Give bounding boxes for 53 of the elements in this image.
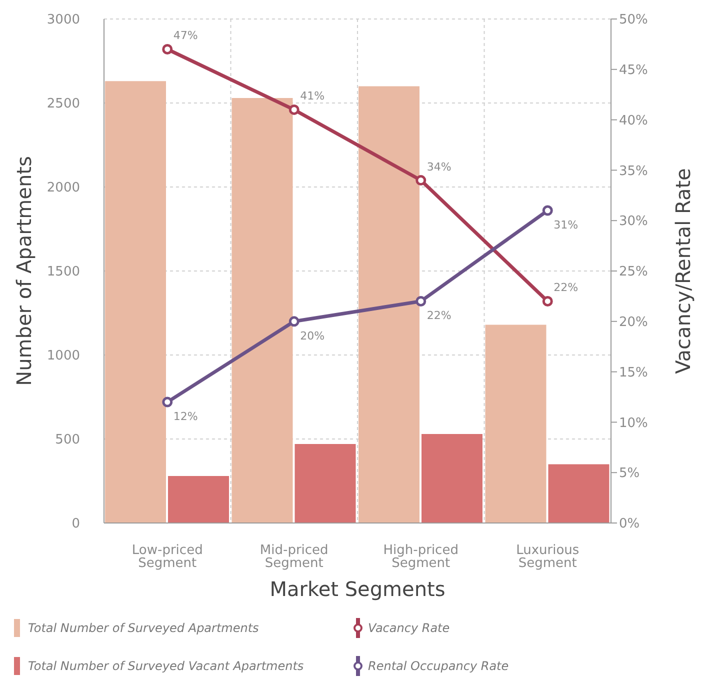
y2-tick-label: 50% [619, 12, 648, 28]
y2-tick-label: 5% [619, 466, 640, 482]
bar [422, 434, 482, 523]
x-tick-label: Low-priced Segment [132, 543, 203, 572]
bar [232, 98, 293, 523]
data-label: 22% [426, 309, 452, 322]
y2-tick-label: 10% [619, 416, 648, 431]
y-tick-label: 1500 [46, 264, 80, 280]
data-label: 41% [300, 90, 325, 103]
data-label: 47% [173, 29, 198, 42]
data-label: 31% [554, 218, 578, 232]
legend-label: Total Number of Surveyed Vacant Apartments [28, 659, 304, 673]
y-tick-label: 500 [55, 432, 80, 448]
x-tick-label: High-priced Segment [383, 543, 458, 572]
bar [485, 324, 546, 523]
y2-tick-label: 25% [619, 264, 648, 280]
point [288, 104, 300, 115]
y-axis-title: Number of Apartments [12, 156, 36, 386]
data-label: 22% [554, 281, 578, 294]
x-tick-label: Mid-priced Segment [260, 543, 328, 572]
legend-label: Rental Occupancy Rate [368, 659, 509, 673]
y-tick-label: 2000 [46, 180, 80, 196]
bar [358, 86, 420, 523]
y-tick-label: 3000 [46, 12, 80, 28]
point [542, 205, 553, 216]
legend-label: Total Number of Surveyed Apartments [28, 621, 259, 635]
point [416, 175, 426, 186]
y2-tick-label: 20% [619, 315, 648, 330]
point [162, 44, 173, 54]
bar [168, 476, 229, 523]
point [542, 296, 553, 306]
legend-label: Vacancy Rate [368, 621, 450, 635]
x-tick-label: Luxurious Segment [516, 543, 580, 572]
y2-tick-label: 30% [619, 214, 648, 230]
y2-tick-label: 35% [619, 164, 648, 179]
bar [548, 464, 610, 523]
bar [105, 81, 166, 523]
y2-tick-label: 45% [619, 63, 648, 78]
y-tick-label: 0 [72, 516, 80, 532]
y2-axis-title: Vacancy/Rental Rate [671, 168, 696, 374]
point [162, 396, 173, 408]
x-axis-title: Market Segments [270, 577, 446, 601]
y2-tick-label: 0% [619, 516, 640, 532]
y2-tick-label: 15% [619, 365, 648, 380]
data-label: 34% [426, 160, 452, 174]
y2-tick-label: 40% [619, 113, 648, 128]
point [288, 316, 300, 327]
y-tick-label: 1000 [46, 348, 80, 364]
point [416, 296, 426, 306]
y-tick-label: 2500 [46, 96, 80, 112]
data-label: 20% [300, 329, 325, 342]
data-label: 12% [173, 410, 198, 424]
bar [294, 444, 356, 523]
